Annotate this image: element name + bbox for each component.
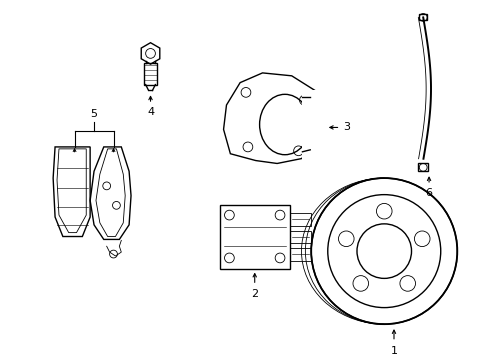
Bar [143,63,157,85]
Text: 6: 6 [425,188,432,198]
Bar [289,231,310,243]
Bar [289,248,310,261]
Text: 1: 1 [390,346,397,356]
Text: 5: 5 [90,109,97,119]
Text: 3: 3 [343,122,349,132]
Bar [418,14,426,20]
Bar [289,213,310,226]
Bar [302,90,341,159]
Text: 4: 4 [147,107,154,117]
Text: 2: 2 [251,289,258,299]
Bar [418,163,427,171]
Bar [219,205,289,269]
